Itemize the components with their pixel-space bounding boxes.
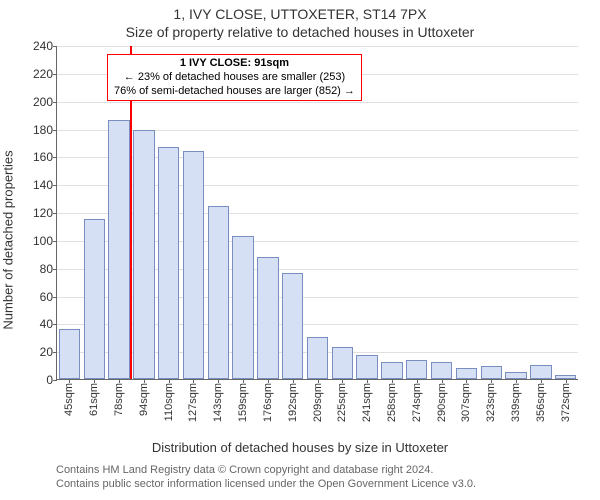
xtick-label: 110sqm: [163, 383, 175, 421]
bar: [530, 365, 551, 379]
xtick-label: 339sqm: [510, 383, 522, 422]
ytick-label: 100: [33, 234, 53, 248]
bar-slot: 307sqm: [454, 46, 479, 379]
bar: [133, 130, 154, 379]
bar-slot: 258sqm: [380, 46, 405, 379]
x-axis-label: Distribution of detached houses by size …: [0, 440, 600, 455]
ytick-label: 0: [46, 373, 53, 387]
annotation-line1: 1 IVY CLOSE: 91sqm: [180, 57, 289, 69]
bar-slot: 61sqm: [82, 46, 107, 379]
xtick-label: 274sqm: [411, 383, 423, 422]
bar: [332, 347, 353, 379]
bar-slot: 290sqm: [429, 46, 454, 379]
bar: [108, 120, 129, 379]
bar-slot: 339sqm: [504, 46, 529, 379]
ytick-label: 240: [33, 39, 53, 53]
ytick-label: 220: [33, 67, 53, 81]
xtick-label: 45sqm: [63, 383, 75, 416]
xtick-label: 94sqm: [138, 383, 150, 416]
bar: [59, 329, 80, 379]
bar: [456, 368, 477, 379]
bar: [481, 366, 502, 379]
annotation-line3: 76% of semi-detached houses are larger (…: [114, 85, 355, 97]
ytick-label: 120: [33, 206, 53, 220]
bar: [406, 360, 427, 379]
xtick-label: 159sqm: [237, 383, 249, 422]
bar: [183, 151, 204, 379]
y-axis-label: Number of detached properties: [1, 150, 16, 329]
ytick-label: 160: [33, 150, 53, 164]
xtick-label: 176sqm: [262, 383, 274, 422]
ytick-label: 60: [40, 290, 53, 304]
chart-title-line1: 1, IVY CLOSE, UTTOXETER, ST14 7PX: [0, 6, 600, 22]
bar: [431, 362, 452, 379]
bar-slot: 274sqm: [404, 46, 429, 379]
xtick-label: 290sqm: [436, 383, 448, 422]
xtick-label: 372sqm: [560, 383, 572, 422]
xtick-label: 192sqm: [287, 383, 299, 422]
chart-title-line2: Size of property relative to detached ho…: [0, 24, 600, 40]
xtick-label: 307sqm: [460, 383, 472, 422]
ytick-mark: [53, 380, 57, 381]
footnote: Contains HM Land Registry data © Crown c…: [56, 464, 578, 492]
ytick-label: 200: [33, 95, 53, 109]
xtick-label: 356sqm: [535, 383, 547, 422]
footnote-line2: Contains public sector information licen…: [56, 478, 476, 490]
ytick-label: 40: [40, 317, 53, 331]
bar: [232, 236, 253, 379]
xtick-label: 209sqm: [312, 383, 324, 422]
bar: [505, 372, 526, 379]
xtick-label: 78sqm: [113, 383, 125, 416]
footnote-line1: Contains HM Land Registry data © Crown c…: [56, 464, 433, 476]
bar-slot: 323sqm: [479, 46, 504, 379]
bar-slot: 372sqm: [553, 46, 578, 379]
annotation-box: 1 IVY CLOSE: 91sqm ← 23% of detached hou…: [107, 54, 362, 101]
bar-slot: 45sqm: [57, 46, 82, 379]
xtick-label: 127sqm: [187, 383, 199, 422]
bar: [307, 337, 328, 379]
annotation-line2: ← 23% of detached houses are smaller (25…: [124, 71, 345, 83]
ytick-label: 180: [33, 123, 53, 137]
bar-slot: 356sqm: [528, 46, 553, 379]
xtick-label: 225sqm: [336, 383, 348, 422]
ytick-label: 80: [40, 262, 53, 276]
xtick-label: 323sqm: [485, 383, 497, 422]
bar: [257, 257, 278, 379]
bar: [282, 273, 303, 379]
chart-container: 1, IVY CLOSE, UTTOXETER, ST14 7PX Size o…: [0, 0, 600, 500]
xtick-label: 258sqm: [386, 383, 398, 422]
xtick-label: 143sqm: [212, 383, 224, 422]
xtick-label: 241sqm: [361, 383, 373, 422]
ytick-label: 140: [33, 178, 53, 192]
ytick-label: 20: [40, 345, 53, 359]
bar: [356, 355, 377, 379]
bar: [84, 219, 105, 379]
bar: [208, 206, 229, 379]
bar: [158, 147, 179, 379]
bar: [381, 362, 402, 379]
plot-area: 45sqm61sqm78sqm94sqm110sqm127sqm143sqm15…: [56, 46, 578, 380]
xtick-label: 61sqm: [88, 383, 100, 416]
